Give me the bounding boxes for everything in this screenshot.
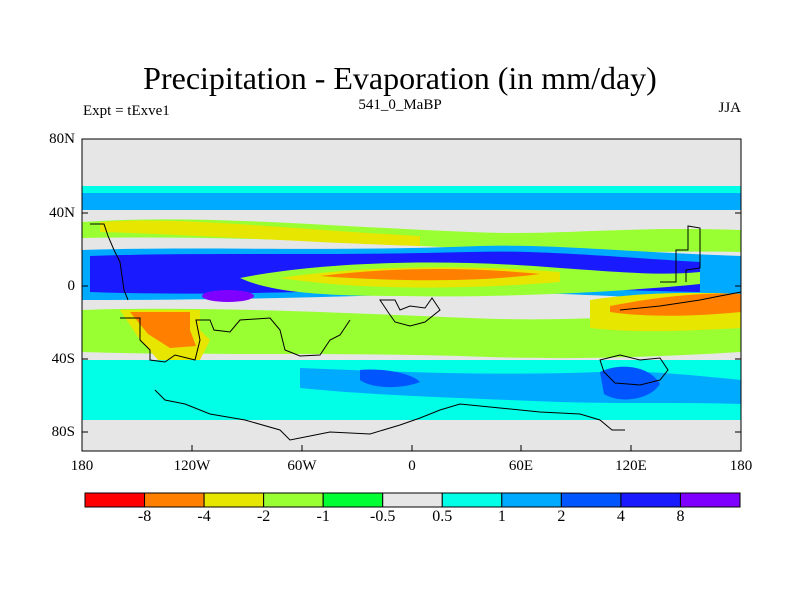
south-belt <box>82 308 741 359</box>
band-light-blue-north <box>82 193 741 215</box>
lon-label-120w: 120W <box>173 458 211 474</box>
colorbar-swatch <box>144 492 205 508</box>
lon-label-60w: 60W <box>287 458 317 474</box>
north-america-outline <box>90 223 129 301</box>
colorbar-swatch <box>382 492 443 508</box>
colorbar-label: 2 <box>557 508 566 525</box>
colorbar-swatch <box>322 492 384 508</box>
colorbar-label: 4 <box>616 508 625 525</box>
southern-dark-blob <box>600 366 660 400</box>
lat-tick-marks <box>82 138 741 433</box>
colorbar-swatch <box>560 492 622 508</box>
colorbar-swatch <box>679 492 741 508</box>
page-title: Precipitation - Evaporation (in mm/day) <box>143 60 657 96</box>
colorbar-swatch <box>620 492 681 508</box>
colorbar <box>84 492 741 508</box>
lat-label-40n: 40N <box>49 205 75 221</box>
colorbar-swatch <box>441 492 503 508</box>
colorbar-swatch <box>203 492 265 508</box>
lon-label-60e: 60E <box>508 458 534 474</box>
lon-tick-marks <box>81 445 742 451</box>
period-label: 541_0_MaBP <box>358 97 442 113</box>
lat-label-40s: 40S <box>51 351 75 367</box>
colorbar-swatch <box>263 492 324 508</box>
south-america-orange <box>130 312 196 348</box>
indonesia-outline <box>619 291 742 311</box>
asia-outline <box>660 225 701 283</box>
colorbar-label: -0.5 <box>370 508 396 525</box>
lat-label-80n: 80N <box>49 131 75 147</box>
colorbar-label: -2 <box>256 508 271 525</box>
australia-outline <box>599 354 669 386</box>
lon-label-120e: 120E <box>615 458 647 474</box>
colorbar-label: -4 <box>197 508 211 525</box>
south-orange-right <box>610 293 741 316</box>
lon-label-0: 0 <box>408 458 416 474</box>
colorbar-swatch <box>501 492 562 508</box>
lon-label-180w: 180 <box>70 458 94 474</box>
antarctica-outline <box>154 389 625 441</box>
map-field <box>82 139 741 451</box>
colorbar-swatch <box>84 492 146 508</box>
north-yellow-belt <box>100 220 420 246</box>
lat-label-0: 0 <box>67 278 76 294</box>
africa-outline <box>379 297 441 327</box>
experiment-label: Expt = tExve1 <box>83 103 170 119</box>
colorbar-label: -8 <box>137 508 152 525</box>
lon-label-180e: 180 <box>729 458 753 474</box>
colorbar-label: -1 <box>316 508 330 525</box>
colorbar-label: 0.5 <box>432 508 453 525</box>
season-label: JJA <box>718 100 741 116</box>
purple-spot <box>202 290 254 302</box>
lat-label-80s: 80S <box>51 424 75 440</box>
colorbar-label: 1 <box>497 508 506 525</box>
continent-outlines <box>90 223 742 441</box>
equator-orange-core <box>320 269 540 281</box>
south-america-outline <box>120 317 351 363</box>
southern-left-blob <box>360 369 420 388</box>
colorbar-label: 8 <box>676 508 685 525</box>
